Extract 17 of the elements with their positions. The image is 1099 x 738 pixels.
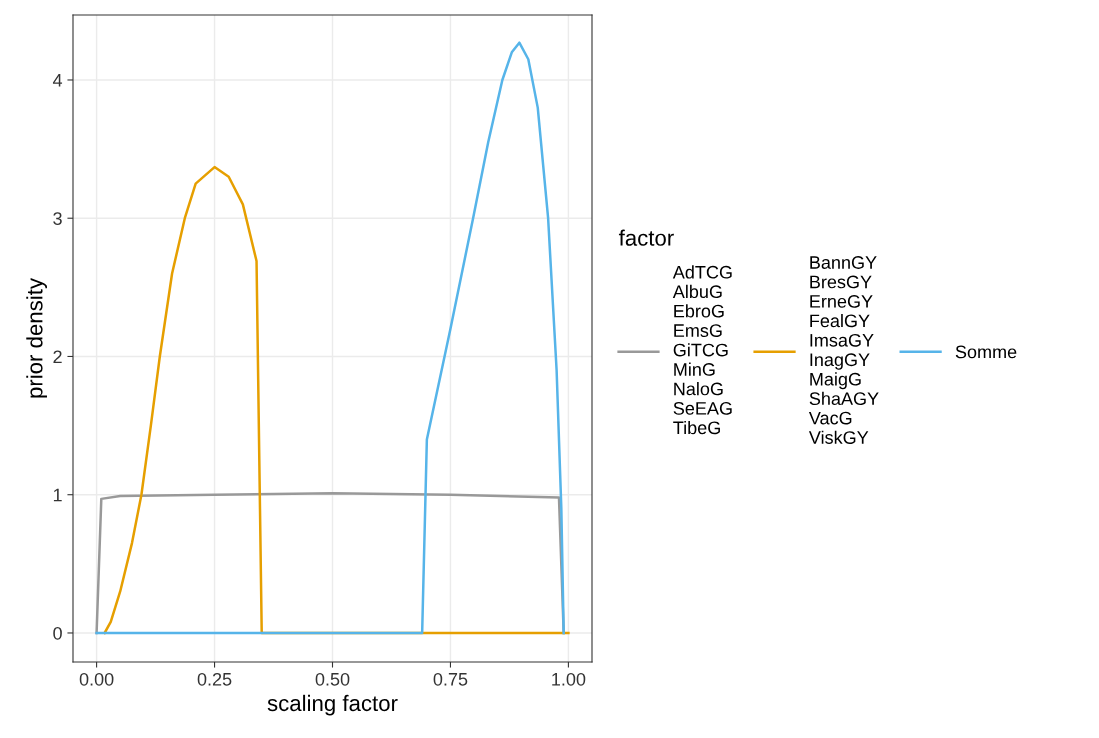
legend-title: factor [618, 229, 674, 246]
y-tick-label: 3 [53, 212, 62, 225]
y-axis-title: prior density [26, 278, 47, 398]
y-tick-label: 0 [53, 626, 62, 640]
x-tick-label: 0.25 [197, 672, 232, 686]
x-tick-label: 1.00 [552, 672, 586, 686]
x-tick-label: 0.50 [315, 672, 350, 686]
text: BannGY BresGY ErneGY FealGY ImsaGY InagGY MaigG ShaAGY VacG ViskGY [808, 256, 879, 444]
x-axis-title: scaling factor [267, 694, 398, 716]
x-tick-label: 0.75 [433, 672, 468, 686]
text: AdTCG AlbuG EbroG EmsG GiTCG MinG NaloG SeEAG TibeG [672, 265, 732, 435]
y-tick-label: 2 [53, 350, 62, 364]
y-tick-label: 1 [53, 488, 62, 502]
line-series [95, 41, 565, 635]
y-tick-label: 4 [52, 74, 63, 87]
x-tick-label: 0.00 [79, 672, 114, 686]
legend-label: Somme [955, 345, 1017, 359]
